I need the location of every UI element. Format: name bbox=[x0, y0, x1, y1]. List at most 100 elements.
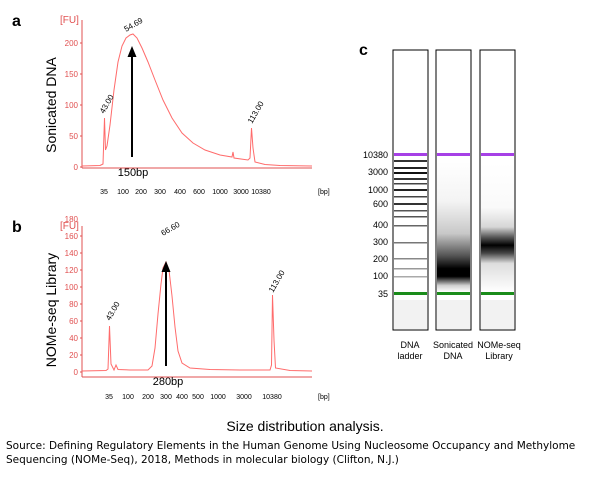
ladder-band bbox=[394, 258, 427, 260]
panel-b-xtick: 3000 bbox=[236, 394, 252, 401]
panel-a-letter: a bbox=[12, 13, 21, 30]
ladder-band bbox=[394, 172, 427, 174]
ladder-band bbox=[394, 292, 427, 295]
panel-b-xtick: 100 bbox=[122, 394, 134, 401]
lane-label-library: Library bbox=[485, 351, 513, 361]
gel-lane-sonicated bbox=[435, 49, 472, 331]
figure-caption: Size distribution analysis. bbox=[226, 418, 384, 434]
ladder-band bbox=[394, 178, 427, 180]
panel-a-peak-label: 113.00 bbox=[246, 99, 266, 125]
panel-c-letter: c bbox=[359, 42, 368, 59]
source-line: Sequencing (NOMe-Seq), 2018, Methods in … bbox=[6, 454, 399, 466]
panel-b-ytick: 160 bbox=[65, 232, 79, 241]
ladder-band bbox=[394, 225, 427, 227]
panel-b-peak-label: 66.60 bbox=[160, 220, 182, 238]
panel-b-xtick: 10380 bbox=[262, 394, 282, 401]
panel-b-yticks: 0 20 40 60 80 100 120 140 160 180 bbox=[65, 215, 82, 377]
gel-lane-ladder bbox=[392, 49, 429, 331]
panel-a-unit: [FU] bbox=[60, 15, 79, 26]
panel-b-ytick: 40 bbox=[69, 334, 78, 343]
lane-label-ladder: ladder bbox=[397, 351, 422, 361]
gel-size-label: 200 bbox=[373, 254, 388, 264]
library-lower-marker bbox=[481, 292, 514, 295]
source-line: Source: Defining Regulatory Elements in … bbox=[6, 440, 576, 452]
panel-a-xunit: [bp] bbox=[318, 189, 330, 196]
panel-a-ytick: 200 bbox=[65, 39, 79, 48]
sonicated-upper-marker bbox=[437, 153, 470, 156]
ladder-band bbox=[394, 242, 427, 244]
panel-a-ytick: 50 bbox=[69, 132, 78, 141]
panel-b-ytick: 20 bbox=[69, 351, 78, 360]
ladder-band bbox=[394, 167, 427, 169]
lane-label-sonicated: DNA bbox=[443, 351, 462, 361]
gel-size-label: 100 bbox=[373, 271, 388, 281]
panel-b-letter: b bbox=[12, 219, 22, 236]
lane-label-sonicated: Sonicated bbox=[433, 340, 473, 350]
panel-a-xtick: 200 bbox=[135, 189, 147, 196]
panel-b-arrow-head bbox=[161, 261, 171, 272]
panel-a-xtick: 1000 bbox=[212, 189, 228, 196]
panel-a-peak-label: 54.69 bbox=[123, 16, 145, 34]
panel-a-xticks: 35 100 200 300 400 600 1000 3000 10380 bbox=[100, 189, 271, 196]
lane-label-ladder: DNA bbox=[400, 340, 419, 350]
panel-a-ylabel: Sonicated DNA bbox=[43, 56, 59, 152]
panel-b-ytick: 60 bbox=[69, 317, 78, 326]
ladder-band bbox=[394, 160, 427, 162]
panel-b-arrow-label: 280bp bbox=[153, 376, 184, 388]
ladder-band bbox=[394, 276, 427, 278]
panel-b-xtick: 1000 bbox=[210, 394, 226, 401]
gel-lane-library bbox=[479, 49, 516, 331]
panel-b-xtick: 400 bbox=[176, 394, 188, 401]
ladder-band bbox=[394, 268, 427, 270]
panel-a-yticks: 0 50 100 150 200 bbox=[65, 39, 82, 172]
ladder-band bbox=[394, 216, 427, 218]
panel-b-ytick: 180 bbox=[65, 215, 79, 224]
ladder-band bbox=[394, 203, 427, 205]
panel-a-xtick: 400 bbox=[174, 189, 186, 196]
gel-size-label: 300 bbox=[373, 237, 388, 247]
panel-b-ytick: 0 bbox=[74, 368, 79, 377]
panel-a-xtick: 35 bbox=[100, 189, 108, 196]
panel-c-size-labels: 10380 3000 1000 600 400 300 200 100 35 bbox=[363, 150, 388, 299]
panel-b-peak-label: 113.00 bbox=[267, 268, 287, 294]
panel-b-ytick: 120 bbox=[65, 266, 79, 275]
panel-a-arrow-head bbox=[127, 46, 137, 57]
source-citation: Source: Defining Regulatory Elements in … bbox=[6, 439, 606, 467]
panel-a-trace bbox=[81, 33, 313, 167]
gel-size-label: 400 bbox=[373, 220, 388, 230]
panel-b-xtick: 200 bbox=[142, 394, 154, 401]
panel-b-ylabel: NOMe-seq Library bbox=[43, 253, 59, 367]
panel-b: b NOMe-seq Library [FU] 0 20 40 60 80 10… bbox=[12, 215, 330, 401]
ladder-band bbox=[394, 189, 427, 191]
sonicated-smear bbox=[437, 162, 470, 292]
panel-b-xtick: 300 bbox=[160, 394, 172, 401]
ladder-band bbox=[394, 210, 427, 212]
panel-a-xtick: 10380 bbox=[251, 189, 271, 196]
panel-a-xtick: 600 bbox=[193, 189, 205, 196]
gel-size-label: 1000 bbox=[368, 185, 388, 195]
panel-a-ytick: 0 bbox=[74, 163, 79, 172]
panel-c: c 10380 3000 1000 600 400 300 200 100 35 bbox=[359, 42, 521, 361]
panel-b-ytick: 100 bbox=[65, 283, 79, 292]
panel-b-peak-label: 43.00 bbox=[104, 300, 122, 322]
panel-b-ytick: 80 bbox=[69, 300, 78, 309]
library-upper-marker bbox=[481, 153, 514, 156]
lane-label-library: NOMe-seq bbox=[477, 340, 521, 350]
gel-size-label: 3000 bbox=[368, 167, 388, 177]
panel-b-xunit: [bp] bbox=[318, 394, 330, 401]
panel-b-unit: [FU] bbox=[60, 221, 79, 232]
panel-b-ytick: 140 bbox=[65, 249, 79, 258]
panel-a-ytick: 100 bbox=[65, 101, 79, 110]
panel-a-arrow-label: 150bp bbox=[118, 167, 149, 179]
library-smear bbox=[481, 162, 514, 292]
gel-size-label: 10380 bbox=[363, 150, 388, 160]
ladder-band bbox=[394, 196, 427, 198]
panel-a-ytick: 150 bbox=[65, 70, 79, 79]
ladder-band bbox=[394, 183, 427, 185]
gel-size-label: 600 bbox=[373, 199, 388, 209]
panel-a-xtick: 3000 bbox=[233, 189, 249, 196]
panel-b-xtick: 500 bbox=[192, 394, 204, 401]
panel-a-xtick: 300 bbox=[154, 189, 166, 196]
ladder-band bbox=[394, 153, 427, 156]
